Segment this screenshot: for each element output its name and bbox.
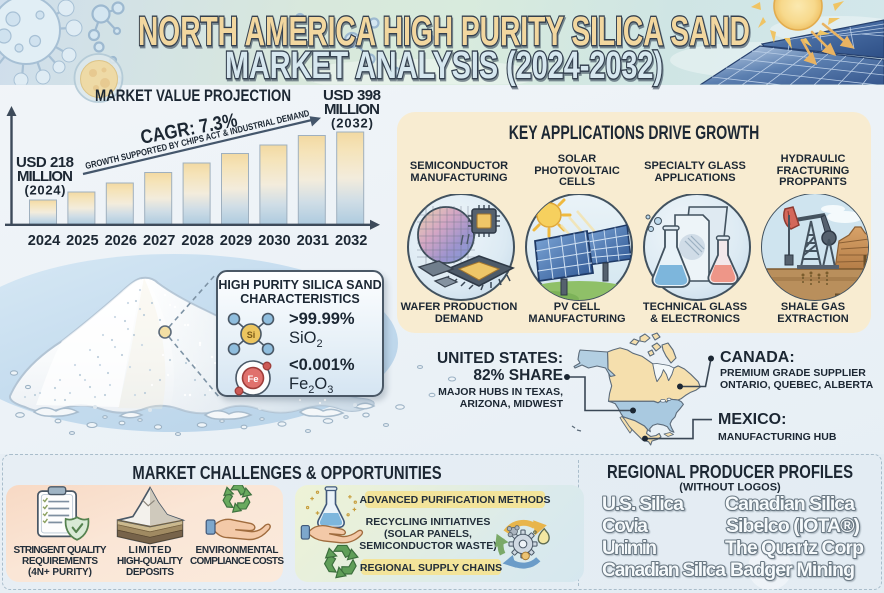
svg-text:Fe: Fe xyxy=(247,374,258,385)
svg-text:REGIONAL PRODUCER PROFILES: REGIONAL PRODUCER PROFILES xyxy=(607,462,853,482)
svg-text:2027: 2027 xyxy=(143,233,175,249)
svg-text:Canadian Silica: Canadian Silica xyxy=(725,493,855,515)
svg-text:MARKET VALUE PROJECTION: MARKET VALUE PROJECTION xyxy=(95,86,291,105)
svg-text:2025: 2025 xyxy=(66,233,98,249)
svg-text:2030: 2030 xyxy=(258,233,290,249)
svg-text:Si: Si xyxy=(247,330,256,340)
svg-text:MARKET ANALYSIS (2024-2032): MARKET ANALYSIS (2024-2032) xyxy=(225,45,663,87)
svg-text:Badger Mining: Badger Mining xyxy=(730,559,855,581)
svg-text:(WITHOUT LOGOS): (WITHOUT LOGOS) xyxy=(679,482,781,494)
svg-text:2028: 2028 xyxy=(181,233,213,249)
svg-text:2032: 2032 xyxy=(335,233,367,249)
svg-text:USD 398: USD 398 xyxy=(323,87,381,104)
svg-text:MILLION: MILLION xyxy=(17,168,73,185)
svg-text:Unimin: Unimin xyxy=(602,537,657,559)
svg-text:Canadian Silica: Canadian Silica xyxy=(602,559,726,581)
svg-text:REGIONAL SUPPLY CHAINS: REGIONAL SUPPLY CHAINS xyxy=(360,562,502,574)
svg-text:Sibelco (IOTA®): Sibelco (IOTA®) xyxy=(726,515,860,537)
svg-text:2029: 2029 xyxy=(220,233,252,249)
svg-text:(2024): (2024) xyxy=(25,183,66,198)
svg-text:Covia: Covia xyxy=(602,515,648,537)
svg-text:The Quartz Corp: The Quartz Corp xyxy=(725,537,864,559)
svg-text:NORTH AMERICA HIGH PURITY SILI: NORTH AMERICA HIGH PURITY SILICA SAND xyxy=(138,8,750,54)
svg-text:2024: 2024 xyxy=(28,233,61,249)
svg-text:RECYCLING INITIATIVES(SOLAR PA: RECYCLING INITIATIVES (SOLAR PANELS, SEMIC… xyxy=(359,516,496,552)
svg-text:USD 218: USD 218 xyxy=(16,154,74,171)
svg-text:2031: 2031 xyxy=(297,233,329,249)
svg-text:U.S. Silica: U.S. Silica xyxy=(602,493,684,515)
svg-text:MILLION: MILLION xyxy=(324,101,380,118)
svg-text:(2032): (2032) xyxy=(331,116,373,131)
svg-text:2026: 2026 xyxy=(105,233,137,249)
svg-text:ADVANCED PURIFICATION METHODS: ADVANCED PURIFICATION METHODS xyxy=(360,494,551,506)
